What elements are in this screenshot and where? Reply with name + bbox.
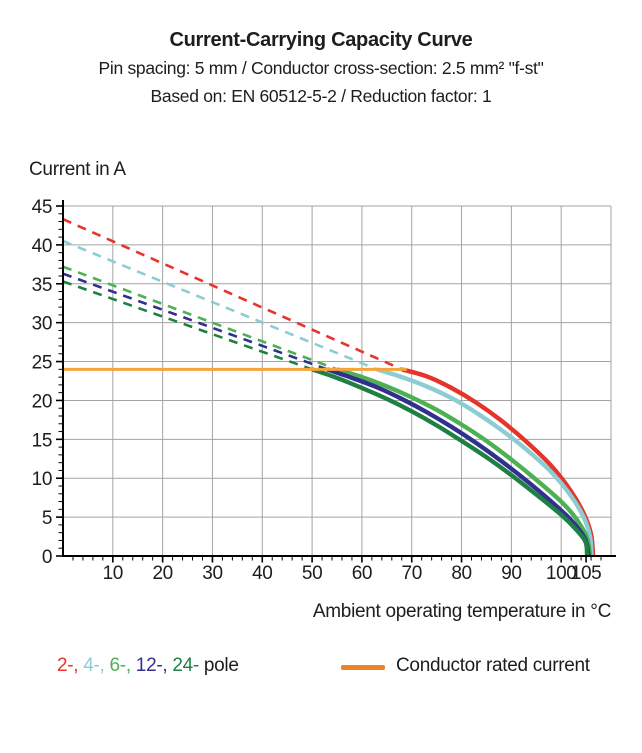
- chart-header: Current-Carrying Capacity Curve Pin spac…: [0, 26, 642, 110]
- x-tick-label: 30: [202, 563, 222, 584]
- legend-24-pole: 24-: [172, 655, 199, 676]
- derating-dashed-24-pole: [62, 280, 313, 371]
- x-tick-label: 40: [252, 563, 272, 584]
- pole-legend: 2-, 4-, 6-, 12-, 24- pole: [57, 655, 239, 677]
- legend-12-pole: 12-,: [135, 655, 168, 676]
- x-axis-title: Ambient operating temperature in °C: [312, 601, 611, 622]
- y-axis-title: Current in A: [29, 159, 126, 180]
- derating-dashed-6-pole: [62, 265, 338, 371]
- chart-subtitle-basis: Based on: EN 60512-5-2 / Reduction facto…: [150, 86, 492, 106]
- derating-dashed-12-pole: [62, 272, 328, 371]
- x-tick-label: 60: [352, 563, 372, 584]
- chart-subtitle-spec: Pin spacing: 5 mm / Conductor cross-sect…: [98, 58, 544, 78]
- y-tick-label: 0: [42, 547, 52, 568]
- legend-6-pole: 6-,: [109, 655, 132, 676]
- legend-pole-suffix: pole: [203, 655, 239, 676]
- y-tick-label: 5: [42, 508, 52, 529]
- rated-current-swatch: [341, 664, 385, 670]
- y-tick-label: 10: [32, 469, 52, 490]
- rated-current-legend: Conductor rated current: [341, 655, 590, 677]
- y-tick-label: 45: [32, 197, 52, 218]
- capacity-curve-12-pole: [326, 367, 591, 557]
- x-tick-label: 90: [501, 563, 521, 584]
- legend-4-pole: 4-,: [83, 655, 105, 676]
- capacity-curve-4-pole: [376, 367, 594, 557]
- legend-2-pole: 2-,: [57, 655, 79, 676]
- y-tick-label: 30: [32, 314, 52, 335]
- y-tick-label: 25: [32, 353, 52, 374]
- x-tick-label: 100: [546, 563, 577, 584]
- x-tick-label: 80: [451, 563, 471, 584]
- capacity-curve-6-pole: [336, 367, 593, 557]
- y-tick-label: 15: [32, 430, 52, 451]
- x-tick-label: 70: [402, 563, 422, 584]
- y-tick-label: 35: [32, 275, 52, 296]
- derating-dashed-4-pole: [62, 239, 378, 371]
- capacity-curve-24-pole: [311, 367, 590, 557]
- y-tick-label: 20: [32, 391, 52, 412]
- x-tick-label: 50: [302, 563, 322, 584]
- x-tick-label: 10: [103, 563, 123, 584]
- derating-dashed-2-pole: [62, 218, 403, 371]
- x-tick-label: 20: [152, 563, 172, 584]
- rated-current-label: Conductor rated current: [396, 655, 590, 676]
- chart-title: Current-Carrying Capacity Curve: [169, 29, 473, 51]
- y-tick-label: 40: [32, 236, 52, 257]
- x-tick-label: 105: [571, 563, 602, 584]
